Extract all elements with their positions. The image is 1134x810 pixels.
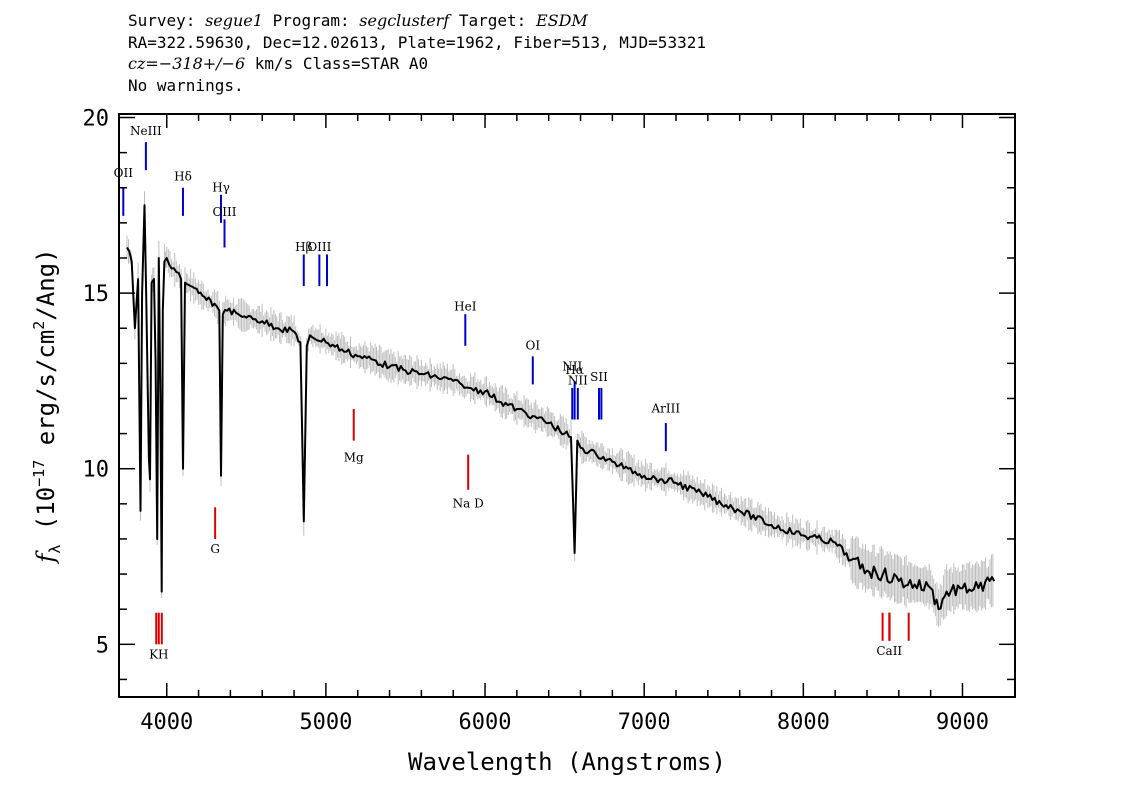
y-axis-subscript: λ <box>46 545 64 554</box>
absorption-line-label: KH <box>149 647 168 661</box>
y-tick-label: 20 <box>83 107 110 132</box>
x-tick-label: 4000 <box>140 710 193 735</box>
y-axis-mid: erg/s/cm <box>32 330 60 460</box>
y-tick-label: 10 <box>83 458 110 483</box>
x-tick-label: 8000 <box>777 710 830 735</box>
emission-line-label: ArIII <box>651 402 681 416</box>
plot-frame <box>118 113 1016 698</box>
spectrum-header: Survey: segue1 Program: segclusterf Targ… <box>128 10 706 96</box>
spectrum-line <box>126 204 996 611</box>
survey-label: Survey: <box>128 11 206 30</box>
y-tick-label: 15 <box>83 282 110 307</box>
y-axis-post: /Ang) <box>32 248 60 320</box>
cz-value: cz=−318+/−6 <box>128 54 246 73</box>
emission-line-label: Hα <box>565 363 584 377</box>
absorption-line-label: CaII <box>876 644 902 658</box>
axis-ticks: 4000 5000 6000 7000 8000 9000 5 10 15 20 <box>83 107 1015 735</box>
y-axis-pre: (10 <box>32 487 60 545</box>
y-tick-label: 5 <box>96 633 109 658</box>
emission-line-label: SII <box>590 370 608 384</box>
emission-line-label: NeIII <box>130 124 162 138</box>
noise-band <box>126 191 994 628</box>
emission-line-label: OIII <box>212 205 236 219</box>
emission-line-label: Hβ <box>295 240 312 254</box>
x-tick-label: 9000 <box>936 710 989 735</box>
emission-line-label: Hδ <box>174 170 192 184</box>
target-label: Target: <box>449 11 536 30</box>
emission-line-label: HeI <box>454 300 477 314</box>
emission-line-label: NII <box>562 359 582 373</box>
absorption-line-label: Na D <box>453 496 484 510</box>
program-value: segclusterf <box>359 11 450 30</box>
class-text: km/s Class=STAR A0 <box>245 54 429 73</box>
x-tick-label: 5000 <box>299 710 352 735</box>
y-axis-title: fλ (10−17 erg/s/cm2/Ang) <box>30 248 64 564</box>
noise-band-path <box>126 191 994 628</box>
target-value: ESDM <box>535 11 588 30</box>
y-axis-exponent: −17 <box>30 460 48 487</box>
x-tick-label: 7000 <box>618 710 671 735</box>
emission-line-label: OIII <box>307 240 331 254</box>
emission-line-label: NII <box>568 373 588 387</box>
header-line-coordinates: RA=322.59630, Dec=12.02613, Plate=1962, … <box>128 32 706 52</box>
header-line-survey: Survey: segue1 Program: segclusterf Targ… <box>128 10 706 32</box>
x-tick-label: 6000 <box>459 710 512 735</box>
y-axis-exponent-2: 2 <box>30 321 48 330</box>
header-line-warnings: No warnings. <box>128 75 244 95</box>
emission-line-label: OI <box>525 338 540 352</box>
emission-line-label: OII <box>114 166 134 180</box>
header-line-redshift: cz=−318+/−6 km/s Class=STAR A0 <box>128 53 706 75</box>
absorption-line-label: Mg <box>344 451 364 465</box>
absorption-line-label: G <box>210 542 220 556</box>
emission-line-label: Hγ <box>212 180 230 194</box>
spectrum-series <box>126 204 996 611</box>
program-label: Program: <box>262 11 360 30</box>
x-axis-title: Wavelength (Angstroms) <box>408 748 726 776</box>
survey-value: segue1 <box>205 11 263 30</box>
